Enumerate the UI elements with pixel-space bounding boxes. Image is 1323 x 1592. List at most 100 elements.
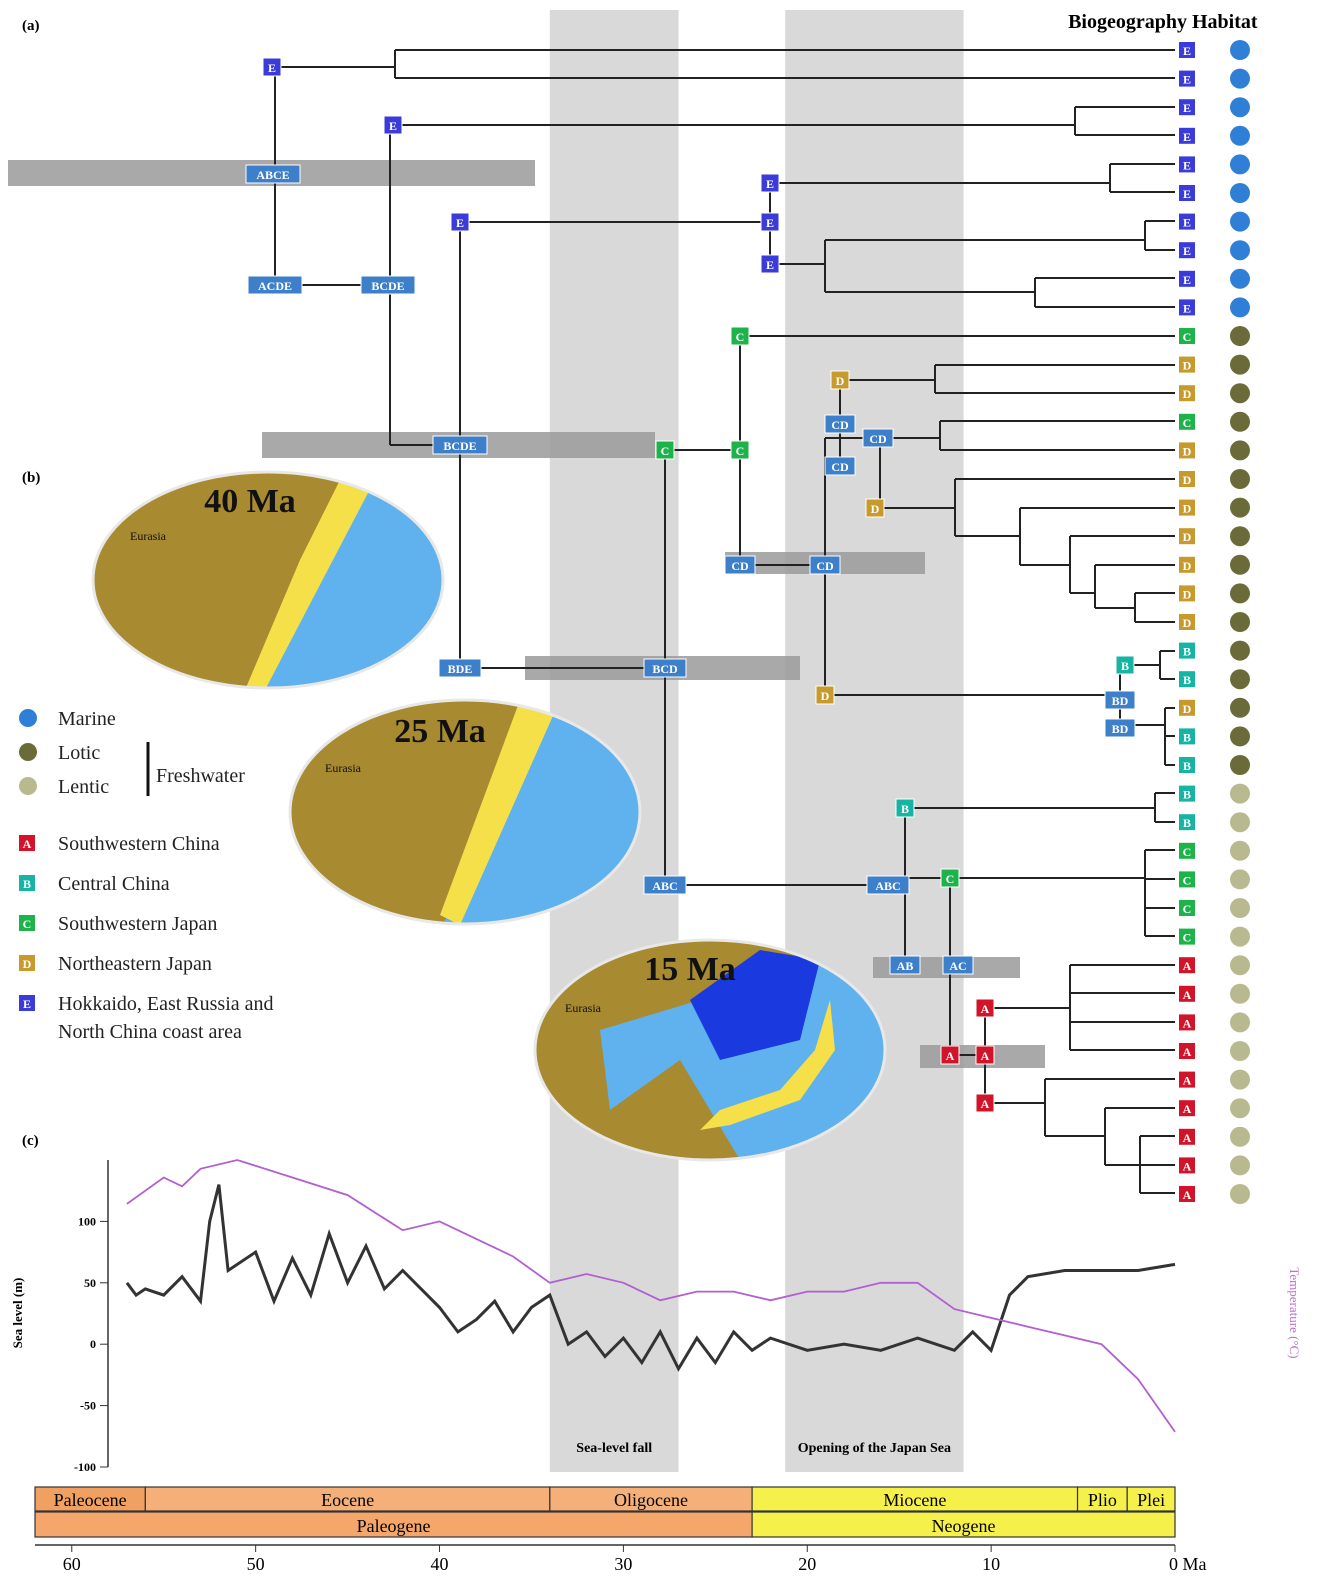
tip-habitat (1230, 555, 1250, 575)
legend-label-line: Hokkaido, East Russia and (58, 993, 274, 1015)
tip-area-code: D (1183, 702, 1192, 716)
legend-label: Lotic (58, 742, 100, 764)
node-label: BCDE (443, 439, 476, 453)
tip-area-code: B (1183, 730, 1191, 744)
x-tick-label: 20 (798, 1554, 816, 1574)
x-tick-label: 40 (431, 1554, 449, 1574)
tip-habitat (1230, 955, 1250, 975)
node-label: C (946, 872, 955, 886)
node-label: C (736, 330, 745, 344)
node-label: BDE (448, 662, 473, 676)
tip-area-code: E (1183, 101, 1191, 115)
timescale-label: Plio (1088, 1490, 1117, 1510)
node-label: A (981, 1002, 990, 1016)
node-label: ABC (875, 879, 900, 893)
map-age: 25 Ma (394, 713, 486, 750)
node-label: AC (949, 959, 966, 973)
node-label: A (946, 1049, 955, 1063)
tip-habitat (1230, 927, 1250, 947)
timescale-label: Miocene (883, 1490, 946, 1510)
tip-area-code: D (1183, 359, 1192, 373)
tip-habitat (1230, 1070, 1250, 1090)
tip-area-code: E (1183, 73, 1191, 87)
tip-habitat (1230, 841, 1250, 861)
tip-area-code: C (1183, 931, 1192, 945)
y-tick-label: -100 (74, 1460, 96, 1474)
map-region: Eurasia (325, 761, 362, 775)
tip-habitat (1230, 469, 1250, 489)
node-label: A (981, 1049, 990, 1063)
tip-habitat (1230, 297, 1250, 317)
node-label: E (268, 61, 276, 75)
tip-habitat (1230, 326, 1250, 346)
tip-area-code: D (1183, 559, 1192, 573)
legend-label: Freshwater (156, 765, 245, 787)
event-label: Sea-level fall (576, 1441, 652, 1456)
tip-area-code: E (1183, 44, 1191, 58)
event-label: Opening of the Japan Sea (798, 1441, 951, 1456)
x-tick-label: 30 (614, 1554, 632, 1574)
tip-area-code: C (1183, 330, 1192, 344)
node-label: D (821, 689, 830, 703)
y-tick-label: -50 (80, 1399, 96, 1413)
tip-area-code: C (1183, 845, 1192, 859)
legend-area-code: E (23, 997, 31, 1011)
tip-habitat (1230, 355, 1250, 375)
tip-area-code: C (1183, 416, 1192, 430)
tip-habitat (1230, 898, 1250, 918)
node-label: CD (831, 418, 849, 432)
legend-label: Southwestern China (58, 833, 220, 855)
node-label: CD (731, 559, 749, 573)
timescale-label: Paleogene (357, 1516, 431, 1536)
node-label: E (766, 216, 774, 230)
node-label: BCD (652, 662, 678, 676)
map-region: Eurasia (130, 529, 167, 543)
legend-habitat-marker (19, 709, 37, 727)
node-label: AB (897, 959, 914, 973)
tip-area-code: A (1183, 1131, 1192, 1145)
node-label: E (766, 177, 774, 191)
tip-habitat (1230, 412, 1250, 432)
tip-area-code: B (1183, 673, 1191, 687)
tip-habitat (1230, 755, 1250, 775)
y2-axis-label: Temperature (°C) (1287, 1267, 1302, 1358)
tip-area-code: D (1183, 473, 1192, 487)
x-tick-label: 50 (247, 1554, 265, 1574)
tip-habitat (1230, 641, 1250, 661)
panel-label: (a) (22, 18, 40, 34)
node-label: E (456, 216, 464, 230)
node-label: D (836, 374, 845, 388)
tip-area-code: E (1183, 244, 1191, 258)
tip-habitat (1230, 183, 1250, 203)
column-header: Biogeography (1068, 11, 1187, 33)
tip-habitat (1230, 126, 1250, 146)
node-label: ABCE (256, 168, 289, 182)
node-label: C (736, 444, 745, 458)
panel-label: (b) (22, 470, 40, 486)
node-label: B (901, 802, 909, 816)
tip-habitat (1230, 1155, 1250, 1175)
node-label: ABC (652, 879, 677, 893)
y-tick-label: 0 (90, 1337, 96, 1351)
legend-label-line: North China coast area (58, 1021, 242, 1043)
tip-habitat (1230, 669, 1250, 689)
tip-habitat (1230, 212, 1250, 232)
tip-area-code: D (1183, 616, 1192, 630)
tip-area-code: B (1183, 645, 1191, 659)
node-label: E (389, 119, 397, 133)
tip-area-code: D (1183, 587, 1192, 601)
event-band (785, 10, 963, 1472)
tip-habitat (1230, 1041, 1250, 1061)
tip-area-code: B (1183, 816, 1191, 830)
tip-area-code: C (1183, 873, 1192, 887)
tip-habitat (1230, 269, 1250, 289)
timescale-label: Neogene (932, 1516, 996, 1536)
map-age: 15 Ma (644, 951, 736, 988)
tip-habitat (1230, 440, 1250, 460)
tip-area-code: A (1183, 1074, 1192, 1088)
tip-area-code: D (1183, 387, 1192, 401)
legend-label: Northeastern Japan (58, 953, 212, 975)
legend-habitat-marker (19, 777, 37, 795)
tip-habitat (1230, 498, 1250, 518)
timescale-label: Paleocene (54, 1490, 127, 1510)
